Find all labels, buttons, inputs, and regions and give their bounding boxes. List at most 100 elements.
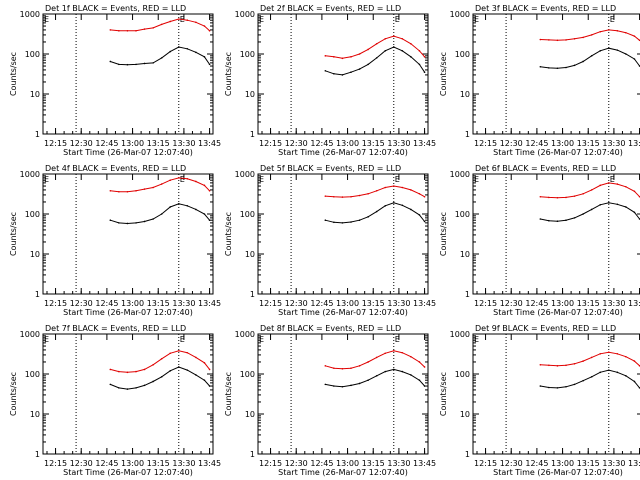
data-point-lld [423, 195, 426, 198]
plot-frame [42, 13, 214, 135]
panel-title: Det 4f BLACK = Events, RED = LLD [45, 164, 186, 173]
data-point-lld [375, 356, 378, 359]
data-point-events [423, 71, 426, 74]
data-point-lld [539, 38, 542, 41]
panel-title: Det 9f BLACK = Events, RED = LLD [475, 324, 616, 333]
data-point-lld [590, 189, 593, 191]
series-line-lld [325, 35, 425, 59]
series-line-lld [540, 29, 640, 41]
y-tick-label: 1000 [450, 170, 470, 179]
series-line-events [540, 47, 640, 69]
data-point-events [401, 204, 404, 207]
marker-label-peak: E [610, 175, 615, 184]
series-line-events [110, 46, 211, 66]
x-tick-label: 12:15 [259, 459, 282, 468]
x-tick-label: 13:00 [551, 299, 574, 308]
data-point-lld [126, 30, 129, 32]
data-point-events [350, 221, 352, 223]
data-point-lld [539, 363, 542, 366]
x-tick-label: 12:30 [285, 139, 308, 148]
data-point-events [582, 379, 584, 382]
data-point-lld [633, 35, 636, 37]
data-point-events [333, 72, 335, 75]
x-tick-label: 13:30 [602, 139, 625, 148]
data-point-lld [565, 39, 567, 41]
y-tick-label: 1 [465, 290, 470, 299]
x-tick-label: 13:45 [413, 459, 436, 468]
data-point-lld [616, 352, 619, 355]
x-tick-label: 12:15 [474, 459, 497, 468]
data-point-events [607, 47, 610, 49]
x-tick-label: 13:00 [336, 459, 359, 468]
y-tick-label: 1 [35, 130, 40, 139]
data-point-lld [616, 30, 619, 32]
data-point-events [582, 213, 584, 215]
series-line-events [325, 368, 425, 388]
data-point-events [324, 219, 327, 221]
data-point-lld [341, 57, 344, 60]
data-point-events [186, 47, 189, 50]
x-tick-label: 12:15 [474, 139, 497, 148]
data-point-lld [401, 186, 404, 189]
data-point-events [539, 385, 542, 387]
panel-9: Det 9f BLACK = Events, RED = LLD 1 10 100 10… [439, 324, 640, 477]
x-tick-label: 13:30 [387, 459, 410, 468]
data-point-lld [358, 53, 361, 55]
x-tick-label: 13:15 [577, 459, 600, 468]
x-tick-label: 13:00 [551, 139, 574, 148]
data-point-events [573, 383, 576, 386]
y-tick-label: 100 [25, 370, 40, 379]
data-point-lld [126, 190, 129, 193]
panel-4: Det 4f BLACK = Events, RED = LLD 1 10 100 10… [9, 164, 221, 317]
panel-title: Det 5f BLACK = Events, RED = LLD [260, 164, 401, 173]
data-point-events [392, 202, 395, 204]
data-point-events [350, 384, 352, 387]
data-point-lld [169, 179, 172, 181]
plot-frame [472, 173, 640, 295]
x-tick-label: 12:45 [310, 139, 333, 148]
panel-8: Det 8f BLACK = Events, RED = LLD 1 10 100 10… [224, 324, 436, 477]
y-tick-label: 100 [240, 50, 255, 59]
plot-frame [257, 13, 429, 135]
marker-label-left: E [44, 175, 49, 184]
y-tick-label: 10 [245, 250, 255, 259]
series-line-lld [110, 177, 210, 193]
data-point-lld [633, 190, 636, 193]
data-point-lld [423, 56, 426, 58]
data-point-lld [565, 364, 567, 367]
data-point-events [152, 218, 154, 220]
data-point-lld [177, 18, 180, 20]
x-tick-label: 12:30 [70, 459, 93, 468]
data-point-events [625, 53, 627, 55]
data-point-events [169, 50, 172, 53]
plot-frame [42, 333, 214, 455]
x-tick-label: 13:00 [121, 139, 144, 148]
data-point-events [135, 387, 137, 389]
data-point-lld [177, 350, 180, 352]
data-point-lld [392, 350, 395, 352]
data-point-events [333, 385, 335, 387]
marker-label-left: E [474, 335, 479, 344]
data-point-events [203, 379, 206, 381]
data-point-lld [350, 367, 352, 369]
data-point-lld [375, 190, 378, 192]
panel-3: Det 3f BLACK = Events, RED = LLD 1 10 100 10… [439, 4, 640, 157]
x-axis-label: Start Time (26-Mar-07 12:07:40) [493, 308, 623, 317]
x-tick-label: 13:30 [387, 299, 410, 308]
x-tick-label: 13:00 [551, 459, 574, 468]
data-point-lld [556, 39, 559, 42]
data-point-lld [573, 362, 576, 365]
data-point-events [401, 370, 404, 373]
y-tick-label: 1000 [235, 10, 255, 19]
y-axis-label: Counts/sec [224, 52, 233, 96]
data-point-lld [118, 30, 120, 32]
data-point-lld [418, 192, 421, 195]
data-point-lld [367, 48, 369, 51]
data-point-events [118, 387, 120, 389]
data-point-events [324, 70, 327, 72]
data-point-events [616, 49, 619, 51]
x-tick-label: 13:15 [147, 459, 170, 468]
y-tick-label: 1000 [20, 170, 40, 179]
marker-label-peak: E [610, 335, 615, 344]
data-point-lld [582, 36, 584, 39]
